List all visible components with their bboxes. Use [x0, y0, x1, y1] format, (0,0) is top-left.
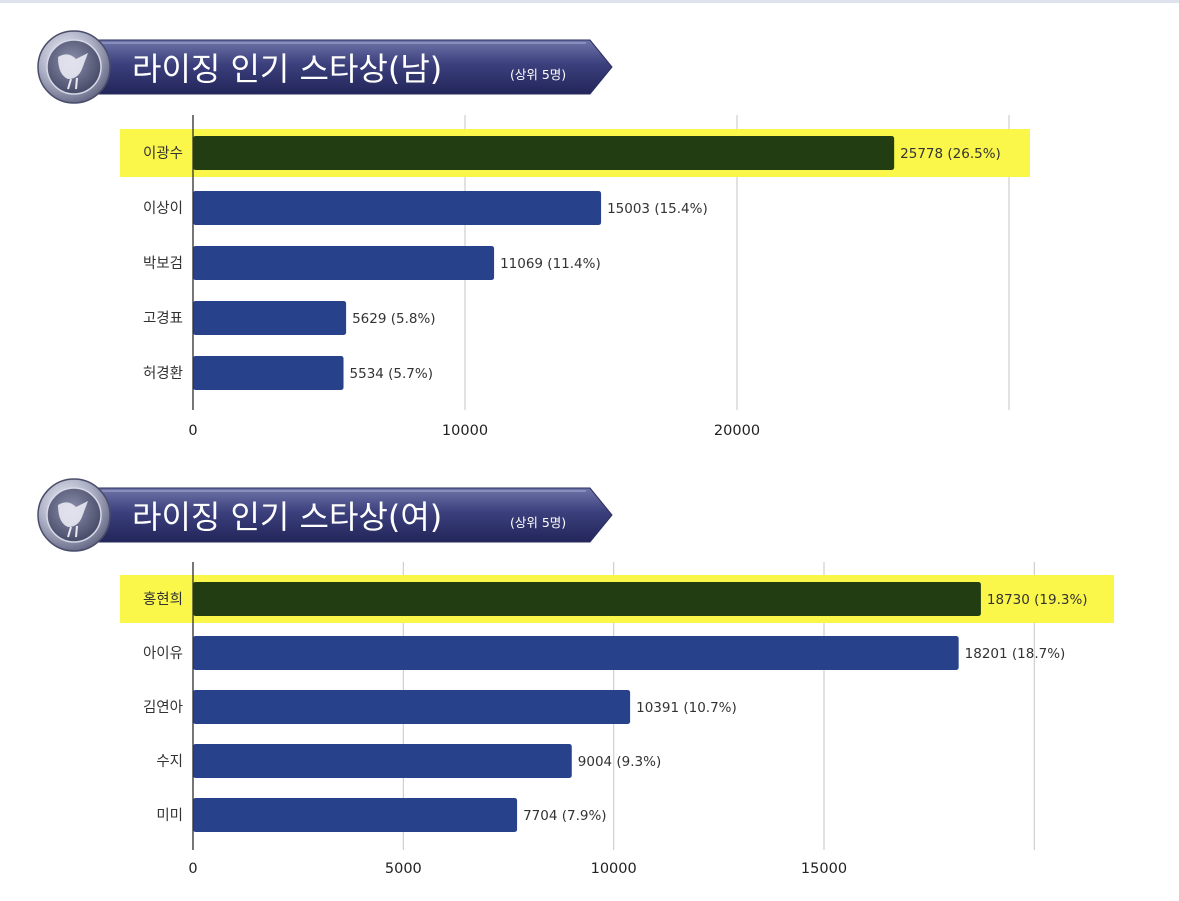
- data-label: 15003 (15.4%): [607, 201, 708, 217]
- x-tick-label: 10000: [442, 423, 488, 439]
- bar: [193, 636, 959, 670]
- bird-legs-icon: [67, 77, 78, 90]
- chart-title: 라이징 인기 스타상(여): [132, 498, 442, 536]
- x-tick-label: 5000: [385, 861, 422, 877]
- bar: [193, 798, 518, 832]
- x-tick-label: 0: [188, 423, 197, 439]
- category-label: 김연아: [143, 699, 183, 716]
- bar: [193, 356, 344, 390]
- bar: [193, 301, 347, 335]
- bar: [193, 690, 631, 724]
- data-label: 18730 (19.3%): [987, 592, 1088, 608]
- data-label: 5629 (5.8%): [352, 311, 435, 327]
- data-label: 7704 (7.9%): [523, 808, 606, 824]
- x-tick-label: 0: [188, 861, 197, 877]
- bar: [193, 744, 572, 778]
- data-label: 11069 (11.4%): [500, 256, 601, 272]
- bird-icon: [58, 501, 88, 527]
- data-label: 5534 (5.7%): [350, 366, 433, 382]
- data-label: 10391 (10.7%): [636, 700, 737, 716]
- bird-legs-icon: [67, 525, 78, 538]
- chart-banner: 라이징 인기 스타상(여) (상위 5명): [37, 478, 613, 552]
- category-label: 이상이: [143, 200, 183, 217]
- x-tick-label: 15000: [801, 861, 847, 877]
- bar: [193, 246, 495, 280]
- chart-subtitle: (상위 5명): [510, 67, 566, 82]
- x-tick-label: 10000: [591, 861, 637, 877]
- category-label: 허경환: [143, 365, 183, 382]
- highlighted-bar: [193, 136, 895, 170]
- category-label: 홍현희: [143, 591, 183, 608]
- chart-banner: 라이징 인기 스타상(남) (상위 5명): [37, 30, 613, 104]
- category-label: 이광수: [143, 145, 183, 162]
- category-label: 수지: [156, 753, 183, 770]
- category-label: 미미: [156, 807, 183, 824]
- top-divider: [0, 0, 1179, 3]
- bar: [193, 191, 602, 225]
- chart-subtitle: (상위 5명): [510, 515, 566, 530]
- highlighted-bar: [193, 582, 981, 616]
- bar-chart: 홍현희 18730 (19.3%) 아이유 18201 (18.7%) 김연아 10391…: [120, 562, 1114, 877]
- data-label: 18201 (18.7%): [965, 646, 1066, 662]
- category-label: 고경표: [143, 310, 183, 327]
- bird-icon: [58, 53, 88, 79]
- data-label: 25778 (26.5%): [900, 146, 1001, 162]
- chart-title: 라이징 인기 스타상(남): [132, 50, 442, 88]
- bar-chart: 이광수 25778 (26.5%) 이상이 15003 (15.4%) 박보검 11069…: [120, 115, 1030, 439]
- category-label: 아이유: [143, 645, 183, 662]
- data-label: 9004 (9.3%): [578, 754, 661, 770]
- category-label: 박보검: [143, 255, 183, 272]
- x-tick-label: 20000: [714, 423, 760, 439]
